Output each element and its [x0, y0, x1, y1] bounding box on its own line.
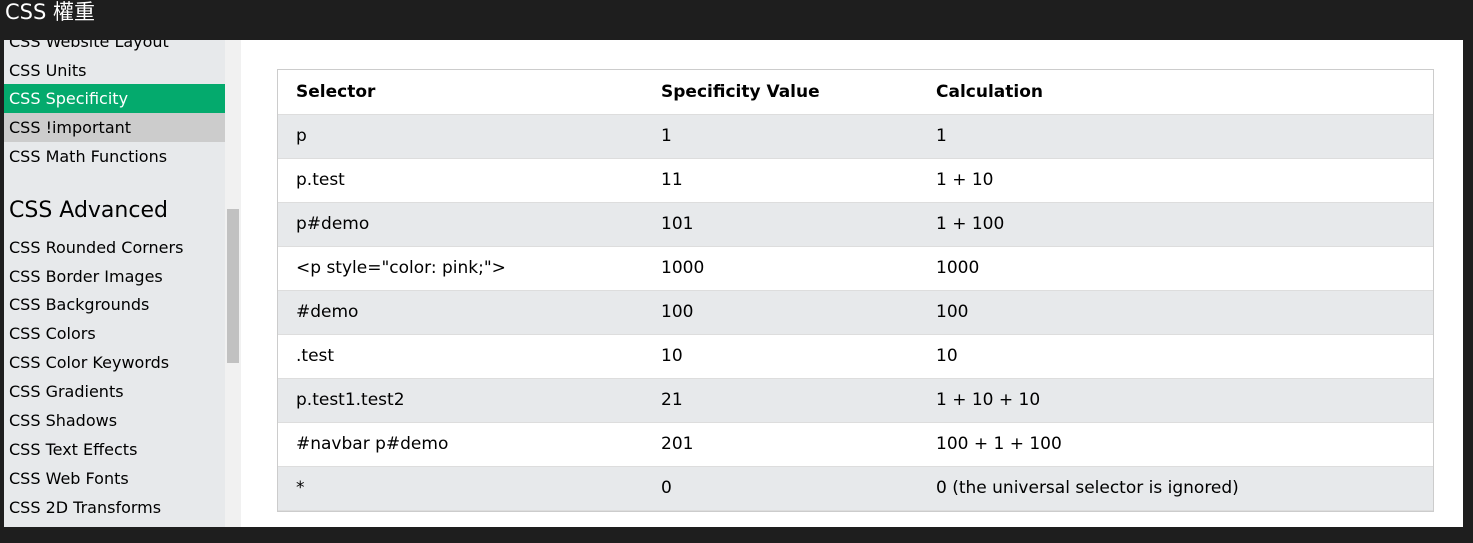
table-header-row: Selector Specificity Value Calculation — [278, 70, 1433, 115]
sidebar-item-web-fonts[interactable]: CSS Web Fonts — [9, 469, 129, 488]
cell-value: 100 — [643, 290, 918, 335]
main-content: Selector Specificity Value Calculation p… — [241, 40, 1463, 527]
cell-selector: * — [278, 466, 643, 511]
sidebar-scrollbar[interactable] — [225, 40, 241, 527]
sidebar-item-border-images[interactable]: CSS Border Images — [9, 267, 163, 286]
cell-calculation: 1 + 100 — [918, 202, 1433, 247]
sidebar-item-shadows[interactable]: CSS Shadows — [9, 411, 118, 430]
sidebar-item-important[interactable]: CSS !important — [4, 113, 225, 142]
sidebar-scrollbar-thumb[interactable] — [227, 209, 239, 363]
table-row: <p style="color: pink;"> 1000 1000 — [278, 246, 1433, 291]
column-header-calculation: Calculation — [918, 70, 1433, 115]
sidebar-item-2d-transforms[interactable]: CSS 2D Transforms — [9, 498, 162, 517]
table-row: p.test 11 1 + 10 — [278, 158, 1433, 203]
cell-calculation: 10 — [918, 334, 1433, 379]
sidebar-item-backgrounds[interactable]: CSS Backgrounds — [9, 295, 150, 314]
sidebar-item-specificity[interactable]: CSS Specificity — [4, 84, 225, 113]
cell-value: 1 — [643, 114, 918, 159]
cell-value: 1000 — [643, 246, 918, 291]
sidebar-heading-advanced: CSS Advanced — [9, 198, 168, 223]
sidebar-item-color-keywords[interactable]: CSS Color Keywords — [9, 353, 170, 372]
window-title: CSS 權重 — [5, 0, 95, 24]
table-row: #demo 100 100 — [278, 290, 1433, 335]
sidebar-item-gradients[interactable]: CSS Gradients — [9, 382, 124, 401]
cell-value: 201 — [643, 422, 918, 467]
cell-selector: p.test — [278, 158, 643, 203]
sidebar-item-math-functions[interactable]: CSS Math Functions — [9, 147, 168, 166]
cell-selector: .test — [278, 334, 643, 379]
sidebar-item-text-effects[interactable]: CSS Text Effects — [9, 440, 138, 459]
cell-value: 21 — [643, 378, 918, 423]
specificity-table: Selector Specificity Value Calculation p… — [277, 69, 1434, 512]
cell-selector: <p style="color: pink;"> — [278, 246, 643, 291]
cell-selector: #navbar p#demo — [278, 422, 643, 467]
column-header-selector: Selector — [278, 70, 643, 115]
cell-calculation: 100 — [918, 290, 1433, 335]
cell-selector: p#demo — [278, 202, 643, 247]
cell-calculation: 1 — [918, 114, 1433, 159]
cell-calculation: 0 (the universal selector is ignored) — [918, 466, 1433, 511]
sidebar-item-website-layout[interactable]: CSS Website Layout — [9, 40, 169, 51]
sidebar: CSS Website Layout CSS Units CSS Specifi… — [4, 40, 225, 527]
title-bar: CSS 權重 — [0, 0, 1473, 40]
cell-calculation: 1 + 10 + 10 — [918, 378, 1433, 423]
cell-selector: #demo — [278, 290, 643, 335]
cell-calculation: 1 + 10 — [918, 158, 1433, 203]
sidebar-item-rounded-corners[interactable]: CSS Rounded Corners — [9, 238, 184, 257]
table-row: p.test1.test2 21 1 + 10 + 10 — [278, 378, 1433, 423]
cell-selector: p.test1.test2 — [278, 378, 643, 423]
table-row: .test 10 10 — [278, 334, 1433, 379]
table-row: p#demo 101 1 + 100 — [278, 202, 1433, 247]
cell-value: 101 — [643, 202, 918, 247]
cell-value: 11 — [643, 158, 918, 203]
table-row: * 0 0 (the universal selector is ignored… — [278, 466, 1433, 511]
sidebar-item-colors[interactable]: CSS Colors — [9, 324, 96, 343]
cell-value: 10 — [643, 334, 918, 379]
cell-calculation: 1000 — [918, 246, 1433, 291]
cell-value: 0 — [643, 466, 918, 511]
table-row: #navbar p#demo 201 100 + 1 + 100 — [278, 422, 1433, 467]
column-header-specificity: Specificity Value — [643, 70, 918, 115]
cell-calculation: 100 + 1 + 100 — [918, 422, 1433, 467]
cell-selector: p — [278, 114, 643, 159]
table-row: p 1 1 — [278, 114, 1433, 159]
browser-viewport: CSS Website Layout CSS Units CSS Specifi… — [4, 40, 1463, 527]
sidebar-item-units[interactable]: CSS Units — [9, 61, 87, 80]
